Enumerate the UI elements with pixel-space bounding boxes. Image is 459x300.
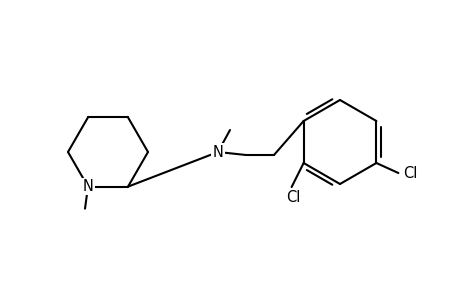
Text: N: N bbox=[82, 179, 93, 194]
Text: N: N bbox=[212, 145, 223, 160]
Text: Cl: Cl bbox=[402, 166, 417, 181]
Text: Cl: Cl bbox=[286, 190, 300, 205]
